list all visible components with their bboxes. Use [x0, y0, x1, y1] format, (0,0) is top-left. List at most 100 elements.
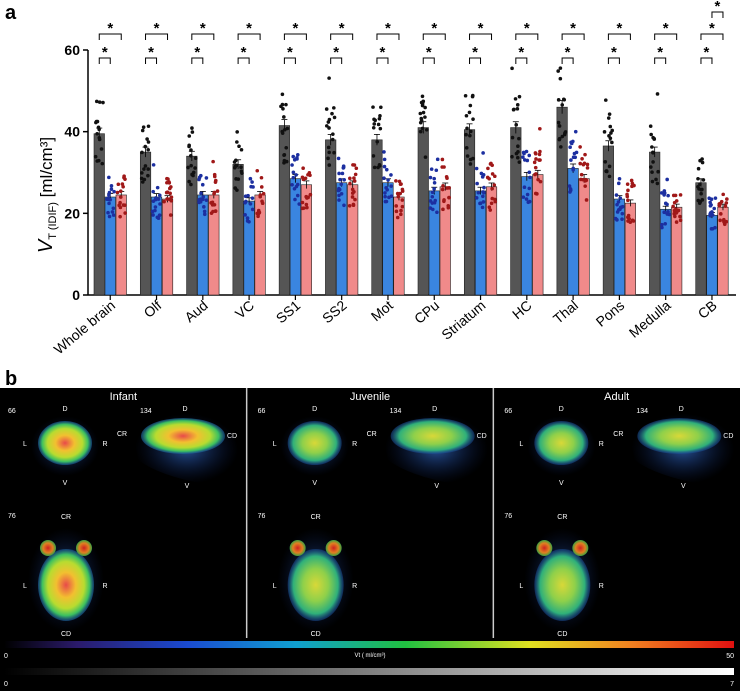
- data-point: [284, 146, 289, 150]
- data-point: [384, 167, 389, 172]
- data-point: [429, 167, 434, 171]
- data-point: [718, 218, 722, 223]
- data-point: [348, 176, 352, 181]
- data-point: [583, 184, 588, 188]
- data-point: [337, 193, 341, 198]
- data-point: [447, 195, 451, 200]
- data-point: [514, 151, 519, 156]
- orient-left: L: [273, 583, 277, 590]
- data-point: [234, 163, 239, 168]
- significance-bracket: [376, 57, 389, 64]
- data-point: [418, 111, 423, 116]
- data-point: [191, 173, 195, 178]
- sagittal-brain: [141, 418, 225, 454]
- data-point: [490, 186, 494, 191]
- data-point: [282, 153, 286, 157]
- data-point: [100, 161, 105, 166]
- data-point: [189, 148, 193, 152]
- data-point: [607, 174, 612, 179]
- data-point: [517, 94, 522, 99]
- data-point: [389, 184, 393, 188]
- data-point: [569, 158, 573, 162]
- data-point: [445, 176, 449, 181]
- data-point: [105, 197, 109, 201]
- data-point: [156, 197, 161, 201]
- data-point: [535, 192, 539, 196]
- data-point: [337, 198, 341, 202]
- x-tick-label: VC: [232, 297, 257, 322]
- data-point: [620, 211, 625, 216]
- significance-bracket: [145, 33, 169, 40]
- orient-right: R: [102, 583, 107, 590]
- axial-brain: [38, 549, 94, 621]
- orient-ventral: V: [63, 480, 68, 487]
- data-point: [719, 199, 724, 204]
- data-point: [292, 158, 297, 162]
- significance-star: *: [426, 44, 432, 61]
- data-point: [568, 187, 573, 191]
- data-point: [615, 202, 619, 207]
- data-point: [350, 195, 355, 199]
- data-point: [486, 166, 490, 171]
- data-point: [585, 166, 590, 170]
- data-point: [153, 208, 157, 213]
- data-point: [332, 106, 336, 110]
- data-point: [95, 119, 100, 124]
- significance-star: *: [246, 20, 252, 37]
- significance-bracket: [145, 57, 158, 64]
- data-point: [352, 176, 356, 180]
- data-point: [280, 131, 285, 135]
- data-point: [235, 140, 239, 144]
- data-point: [696, 176, 700, 181]
- data-point: [723, 204, 728, 209]
- data-point: [620, 217, 624, 221]
- data-point: [567, 184, 572, 188]
- data-point: [300, 200, 305, 205]
- data-point: [200, 182, 205, 187]
- data-point: [663, 222, 668, 226]
- data-point: [603, 159, 608, 164]
- significance-bracket: [515, 57, 528, 64]
- x-tick-label: HC: [509, 297, 535, 322]
- data-point: [470, 94, 475, 99]
- data-point: [342, 178, 346, 182]
- significance-star: *: [518, 44, 524, 61]
- data-point: [153, 205, 158, 209]
- data-point: [557, 124, 562, 128]
- data-point: [432, 176, 436, 181]
- data-point: [372, 117, 376, 122]
- bar-adult: [347, 184, 359, 296]
- data-point: [142, 177, 147, 182]
- data-point: [353, 172, 358, 177]
- significance-bracket: [607, 33, 631, 40]
- slice-number-axial: 76: [258, 513, 266, 520]
- axial-brain: [287, 549, 344, 621]
- data-point: [165, 197, 169, 201]
- data-point: [245, 219, 250, 223]
- data-point: [493, 174, 497, 179]
- data-point: [372, 165, 377, 170]
- significance-star: *: [154, 20, 160, 37]
- orient-dorsal: D: [559, 406, 564, 413]
- data-point: [510, 154, 514, 159]
- data-point: [560, 103, 565, 107]
- data-point: [279, 104, 283, 109]
- significance-star: *: [657, 44, 663, 61]
- data-point: [351, 203, 356, 208]
- significance-star: *: [287, 44, 293, 61]
- data-point: [146, 124, 151, 129]
- data-point: [708, 200, 712, 205]
- data-point: [153, 197, 158, 202]
- data-point: [389, 173, 393, 177]
- data-point: [574, 150, 579, 155]
- data-point: [164, 190, 169, 195]
- data-point: [471, 117, 475, 121]
- data-point: [533, 151, 538, 156]
- data-point: [107, 190, 112, 195]
- orient-dorsal: D: [679, 406, 684, 413]
- data-point: [291, 170, 296, 175]
- data-point: [371, 154, 376, 158]
- significance-star: *: [333, 44, 339, 61]
- x-tick-label: SS2: [319, 297, 350, 326]
- data-point: [338, 177, 342, 182]
